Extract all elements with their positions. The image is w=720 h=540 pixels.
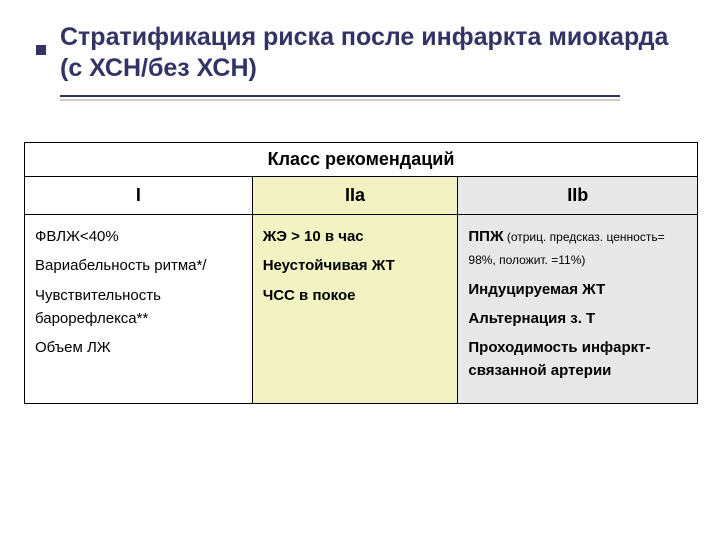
list-item: ППЖ (отриц. предсказ. ценность= 98%, пол…	[468, 225, 687, 272]
title-block: Стратификация риска после инфаркта миока…	[0, 0, 720, 107]
list-item: Чувствительность барорефлекса**	[35, 284, 242, 331]
table-header-row-span: Класс рекомендаций	[25, 143, 698, 177]
slide: Стратификация риска после инфаркта миока…	[0, 0, 720, 540]
list-item: Неустойчивая ЖТ	[263, 254, 448, 277]
page-title: Стратификация риска после инфаркта миока…	[60, 22, 680, 85]
col-head-IIb: IIb	[458, 177, 698, 215]
list-item: ФВЛЖ<40%	[35, 225, 242, 248]
col-head-IIa: IIa	[252, 177, 458, 215]
list-item: Альтернация з. Т	[468, 307, 687, 330]
list-item: Вариабельность ритма*/	[35, 254, 242, 277]
list-item: ЖЭ > 10 в час	[263, 225, 448, 248]
list-item: Проходимость инфаркт-связанной артерии	[468, 336, 687, 383]
cell-I: ФВЛЖ<40% Вариабельность ритма*/ Чувствит…	[25, 215, 253, 404]
title-underline	[60, 95, 620, 97]
list-item: Объем ЛЖ	[35, 336, 242, 359]
cell-IIa: ЖЭ > 10 в час Неустойчивая ЖТ ЧСС в поко…	[252, 215, 458, 404]
title-bullet-icon	[36, 45, 46, 55]
list-item: ЧСС в покое	[263, 284, 448, 307]
header-span-cell: Класс рекомендаций	[25, 143, 698, 177]
col-head-I: I	[25, 177, 253, 215]
list-item: Индуцируемая ЖТ	[468, 278, 687, 301]
recommendation-table: Класс рекомендаций I IIa IIb ФВЛЖ<40% Ва…	[24, 142, 698, 404]
iib-lead: ППЖ	[468, 228, 503, 245]
cell-IIb: ППЖ (отриц. предсказ. ценность= 98%, пол…	[458, 215, 698, 404]
table-body-row: ФВЛЖ<40% Вариабельность ритма*/ Чувствит…	[25, 215, 698, 404]
table-header-row-cols: I IIa IIb	[25, 177, 698, 215]
